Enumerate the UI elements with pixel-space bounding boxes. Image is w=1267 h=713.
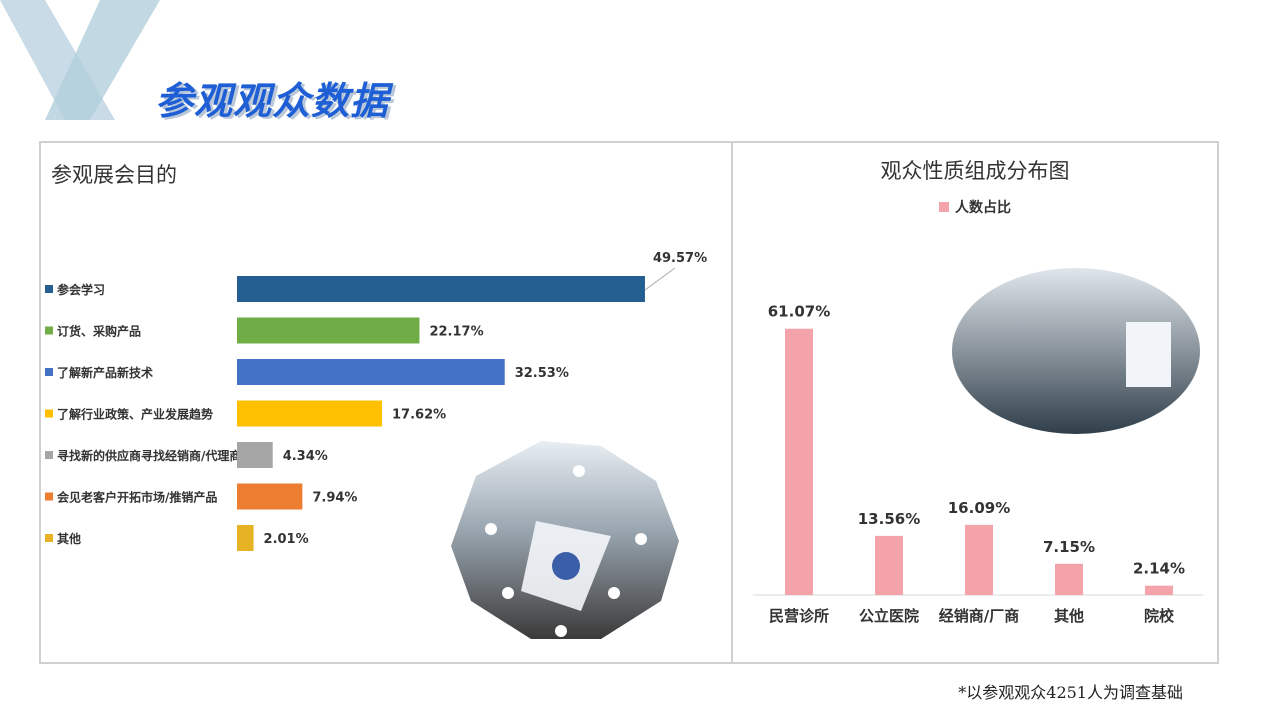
bar [237, 317, 420, 344]
category-label: 院校 [1144, 607, 1175, 625]
data-label: 2.14% [1133, 560, 1185, 578]
data-label: 61.07% [768, 303, 830, 321]
category-label: 寻找新的供应商寻找经销商/代理商 [57, 448, 241, 463]
category-label: 会见老客户开拓市场/推销产品 [57, 490, 217, 505]
legend-label: 人数占比 [955, 200, 1011, 216]
bar [237, 525, 254, 551]
category-label: 其他 [57, 531, 81, 546]
legend-swatch [45, 409, 53, 418]
legend-swatch [45, 326, 53, 335]
bar [875, 535, 903, 595]
bar [237, 442, 273, 468]
legend-swatch [45, 451, 53, 459]
data-label: 2.01% [264, 532, 309, 547]
exhibition-photo-ellipse [952, 268, 1200, 434]
bar [1145, 585, 1173, 595]
bar [237, 359, 505, 385]
data-label: 22.17% [429, 325, 483, 340]
legend-swatch [45, 534, 53, 542]
category-label: 了解新产品新技术 [57, 365, 153, 380]
data-label: 13.56% [858, 510, 920, 528]
category-label: 了解行业政策、产业发展趋势 [57, 407, 213, 422]
data-label: 4.34% [283, 449, 328, 464]
audience-composition-panel: 观众性质组成分布图 人数占比 61.07% 民营诊所 13.56% 公立医院 16.09… [731, 141, 1219, 664]
visit-purpose-panel: 参观展会目的 参会学习 49.57% 订货、采购产品 22.17% 了解新产品新技术 32… [39, 141, 733, 664]
bar [237, 400, 383, 427]
data-label: 17.62% [392, 408, 446, 423]
data-label: 7.15% [1043, 538, 1095, 556]
data-label: 7.94% [312, 491, 357, 506]
decorative-v-shape [0, 0, 160, 120]
category-label: 公立医院 [859, 607, 919, 625]
page-title: 参观观众数据 [155, 79, 390, 123]
visit-purpose-chart: 参会学习 49.57% 订货、采购产品 22.17% 了解新产品新技术 32.53% 了解行… [45, 251, 707, 551]
category-label: 经销商/厂商 [939, 607, 1019, 625]
audience-composition-chart: 61.07% 民营诊所 13.56% 公立医院 16.09% 经销商/厂商 7.15% 其他 2… [753, 303, 1203, 625]
category-label: 参会学习 [57, 282, 105, 297]
bar [1055, 563, 1083, 595]
legend-swatch [45, 492, 53, 501]
category-label: 民营诊所 [769, 607, 829, 625]
category-label: 其他 [1054, 607, 1084, 625]
legend-swatch [45, 285, 53, 293]
chart-title: 观众性质组成分布图 [880, 159, 1070, 183]
category-label: 订货、采购产品 [57, 324, 141, 339]
legend: 人数占比 [733, 197, 1217, 217]
bar [785, 328, 813, 595]
leader-line [644, 267, 676, 291]
bar [237, 276, 645, 302]
chart-title: 参观展会目的 [51, 163, 177, 187]
bar [965, 524, 993, 595]
data-label: 49.57% [653, 251, 707, 266]
data-label: 16.09% [948, 499, 1010, 517]
exhibition-photo-polygon [451, 441, 679, 639]
bar [237, 483, 303, 510]
legend-swatch [939, 202, 949, 212]
legend-swatch [45, 368, 53, 376]
data-label: 32.53% [515, 366, 569, 381]
footnote: *以参观观众4251人为调查基础 [958, 683, 1183, 702]
